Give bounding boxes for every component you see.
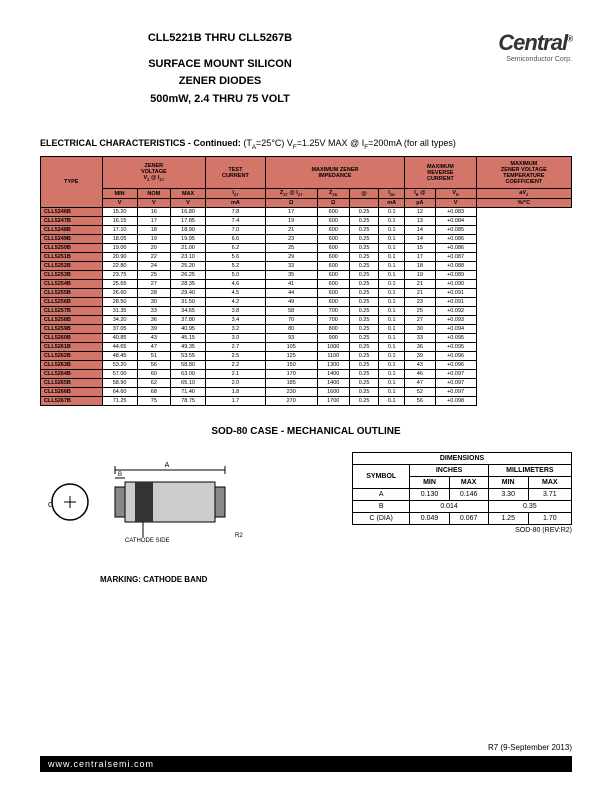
- mechanical-row: C A B CATHODE SIDE R2 MARKING: CATHODE B…: [40, 452, 572, 584]
- svg-text:B: B: [118, 472, 122, 478]
- registered-icon: ®: [567, 35, 572, 44]
- title-line-1: CLL5221B THRU CLL5267B: [80, 30, 360, 48]
- sod-title: SOD-80 CASE - MECHANICAL OUTLINE: [40, 426, 572, 437]
- title-block: CLL5221B THRU CLL5267B SURFACE MOUNT SIL…: [80, 30, 360, 108]
- title-line-2: SURFACE MOUNT SILICON: [80, 56, 360, 74]
- footer-url: www.centralsemi.com: [40, 756, 572, 772]
- logo-text: Central: [498, 30, 567, 55]
- footer: R7 (9-September 2013) www.centralsemi.co…: [40, 743, 572, 772]
- elec-title: ELECTRICAL CHARACTERISTICS - Continued: …: [40, 138, 572, 151]
- dims-table: DIMENSIONS SYMBOL INCHES MILLIMETERS MIN…: [352, 452, 572, 525]
- logo-sub: Semiconductor Corp.: [498, 56, 572, 63]
- svg-text:A: A: [165, 462, 170, 469]
- sod-rev: SOD-80 (REV:R2): [352, 527, 572, 534]
- svg-text:CATHODE SIDE: CATHODE SIDE: [125, 538, 170, 544]
- sod-diagram-icon: C A B CATHODE SIDE R2: [40, 452, 300, 562]
- rev-date: R7 (9-September 2013): [40, 743, 572, 752]
- header: CLL5221B THRU CLL5267B SURFACE MOUNT SIL…: [40, 30, 572, 108]
- svg-text:C: C: [48, 502, 53, 509]
- diagram: C A B CATHODE SIDE R2 MARKING: CATHODE B…: [40, 452, 300, 584]
- svg-text:R2: R2: [235, 533, 243, 539]
- title-line-4: 500mW, 2.4 THRU 75 VOLT: [80, 91, 360, 109]
- elec-table: TYPE ZENERVOLTAGEVZ @ IZT TESTCURRENT MA…: [40, 156, 572, 406]
- title-line-3: ZENER DIODES: [80, 73, 360, 91]
- marking: MARKING: CATHODE BAND: [100, 575, 300, 584]
- logo: Central® Semiconductor Corp.: [498, 30, 572, 63]
- dims-block: DIMENSIONS SYMBOL INCHES MILLIMETERS MIN…: [352, 452, 572, 534]
- elec-conditions: (TA=25°C) VF=1.25V MAX @ IF=200mA (for a…: [243, 138, 456, 148]
